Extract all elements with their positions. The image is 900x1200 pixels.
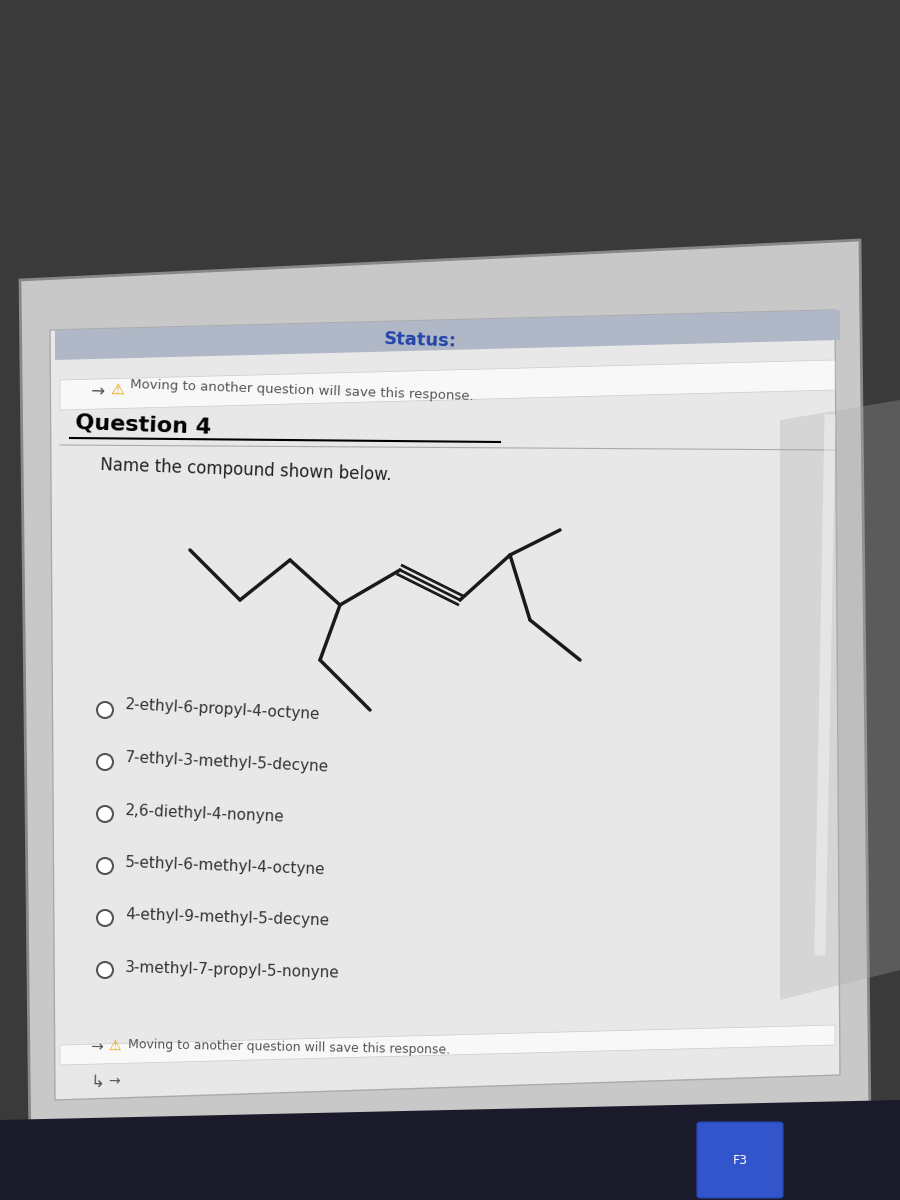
Text: Moving to another question will save this response.: Moving to another question will save thi…	[128, 1038, 450, 1056]
Circle shape	[97, 962, 113, 978]
Circle shape	[97, 754, 113, 770]
Circle shape	[97, 910, 113, 926]
Text: ⚠: ⚠	[108, 1039, 121, 1054]
Text: Name the compound shown below.: Name the compound shown below.	[100, 456, 392, 484]
Text: →: →	[108, 1075, 120, 1090]
Polygon shape	[20, 240, 870, 1150]
Text: Moving to another question will save this response.: Moving to another question will save thi…	[130, 378, 474, 403]
Text: 4-ethyl-9-methyl-5-decyne: 4-ethyl-9-methyl-5-decyne	[125, 907, 329, 929]
Text: 3-methyl-7-propyl-5-nonyne: 3-methyl-7-propyl-5-nonyne	[125, 960, 340, 980]
Text: ↳: ↳	[90, 1073, 104, 1091]
Text: ⚠: ⚠	[110, 383, 124, 397]
Text: →: →	[90, 383, 104, 401]
Polygon shape	[780, 400, 900, 1000]
Circle shape	[97, 806, 113, 822]
Text: Status:: Status:	[383, 330, 456, 350]
Polygon shape	[0, 1100, 900, 1200]
Text: F3: F3	[733, 1153, 748, 1166]
Polygon shape	[60, 360, 835, 410]
Circle shape	[97, 858, 113, 874]
Text: 7-ethyl-3-methyl-5-decyne: 7-ethyl-3-methyl-5-decyne	[125, 750, 329, 774]
Polygon shape	[55, 310, 840, 360]
Polygon shape	[50, 310, 840, 1100]
Text: 5-ethyl-6-methyl-4-octyne: 5-ethyl-6-methyl-4-octyne	[125, 854, 326, 877]
Text: →: →	[90, 1039, 103, 1055]
Polygon shape	[60, 1025, 835, 1066]
Text: 2-ethyl-6-propyl-4-octyne: 2-ethyl-6-propyl-4-octyne	[125, 697, 320, 722]
FancyBboxPatch shape	[697, 1122, 783, 1198]
Text: Question 4: Question 4	[75, 413, 212, 437]
Circle shape	[97, 702, 113, 718]
Text: 2,6-diethyl-4-nonyne: 2,6-diethyl-4-nonyne	[125, 803, 285, 824]
